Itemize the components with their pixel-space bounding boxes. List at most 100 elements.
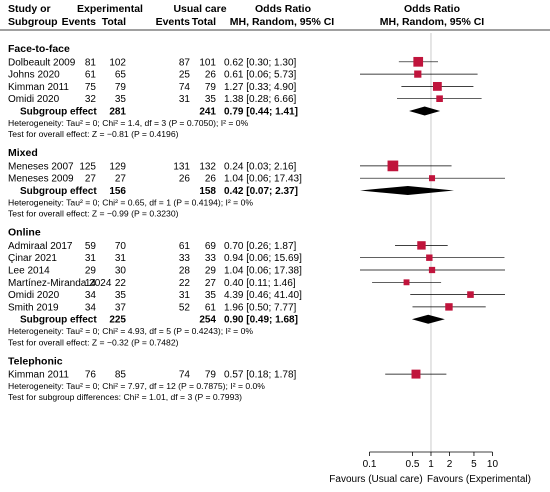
study-estimate-marker — [432, 81, 442, 91]
study-name: Smith 2019 — [8, 302, 59, 313]
overall-heterogeneity: Heterogeneity: Tau² = 0; Chi² = 7.97, df… — [8, 381, 265, 391]
exp-events: 32 — [85, 94, 97, 105]
or-column-method: MH, Random, 95% CI — [230, 16, 335, 28]
exp-total: 65 — [115, 70, 127, 81]
ctrl-total: 79 — [205, 370, 217, 381]
exp-events: 34 — [85, 290, 97, 301]
subgroup-exp-total: 281 — [109, 107, 126, 118]
exp-total-header: Total — [102, 16, 126, 28]
ctrl-events: 28 — [179, 266, 191, 277]
usual-care-group-label: Usual care — [173, 3, 226, 15]
ctrl-events: 25 — [179, 70, 191, 81]
study-name: Kimman 2011 — [8, 370, 69, 381]
ctrl-total: 132 — [199, 161, 216, 172]
exp-total: 129 — [109, 161, 126, 172]
exp-events: 125 — [79, 161, 96, 172]
subgroup-effect-or: 0.79 [0.44; 1.41] — [224, 107, 298, 118]
exp-events: 27 — [85, 174, 97, 185]
odds-ratio-ci: 4.39 [0.46; 41.40] — [224, 290, 302, 301]
odds-ratio-ci: 0.40 [0.11; 1.46] — [224, 278, 296, 289]
exp-events: 14 — [85, 278, 97, 289]
study-name: Lee 2014 — [8, 266, 50, 277]
study-estimate-marker — [445, 303, 453, 311]
plot-title: Odds Ratio — [404, 3, 460, 15]
study-name: Martínez-Miranda 2024 — [8, 278, 112, 289]
exp-total: 31 — [115, 253, 127, 264]
subgroup-effect-or: 0.90 [0.49; 1.68] — [224, 315, 298, 326]
subgroup-effect-diamond — [360, 186, 455, 195]
study-name: Meneses 2009 — [8, 174, 74, 185]
favours-right-label: Favours (Experimental) — [427, 474, 531, 485]
subgroup-differences-test: Test for subgroup differences: Chi² = 1.… — [8, 392, 242, 402]
study-name: Dolbeault 2009 — [8, 57, 76, 68]
subgroup-overall-test: Test for overall effect: Z = −0.99 (P = … — [8, 209, 179, 219]
study-estimate-marker — [414, 70, 422, 78]
subgroup-effect-label: Subgroup effect — [20, 107, 97, 118]
ctrl-total: 29 — [205, 266, 217, 277]
exp-events: 81 — [85, 57, 97, 68]
exp-total: 35 — [115, 94, 127, 105]
exp-total: 70 — [115, 241, 127, 252]
subgroup-name: Telephonic — [8, 355, 63, 367]
ctrl-total-header: Total — [192, 16, 216, 28]
odds-ratio-ci: 0.57 [0.18; 1.78] — [224, 370, 297, 381]
subgroup-effect-diamond — [409, 106, 441, 116]
x-axis-tick-label: 5 — [471, 459, 477, 470]
subgroup-name: Mixed — [8, 147, 38, 159]
favours-left-label: Favours (Usual care) — [329, 474, 422, 485]
study-name: Çinar 2021 — [8, 253, 57, 264]
study-estimate-marker — [403, 279, 410, 286]
exp-events: 59 — [85, 241, 97, 252]
subgroup-name: Face-to-face — [8, 43, 70, 55]
ctrl-events: 87 — [179, 57, 191, 68]
ctrl-events: 33 — [179, 253, 191, 264]
odds-ratio-ci: 0.24 [0.03; 2.16] — [224, 161, 297, 172]
odds-ratio-ci: 1.04 [0.06; 17.38] — [224, 266, 302, 277]
ctrl-events-header: Events — [156, 16, 191, 28]
study-name: Kimman 2011 — [8, 82, 69, 93]
study-name: Meneses 2007 — [8, 161, 74, 172]
ctrl-events: 31 — [179, 290, 191, 301]
ctrl-total: 61 — [205, 302, 217, 313]
study-estimate-marker — [387, 160, 399, 172]
study-estimate-marker — [436, 95, 443, 103]
ctrl-total: 35 — [205, 94, 217, 105]
x-axis-tick-label: 10 — [487, 459, 499, 470]
exp-total: 22 — [115, 278, 127, 289]
study-estimate-marker — [411, 369, 421, 379]
exp-events: 34 — [85, 302, 97, 313]
ctrl-total: 35 — [205, 290, 217, 301]
ctrl-events: 52 — [179, 302, 191, 313]
study-name: Johns 2020 — [8, 70, 60, 81]
subgroup-effect-diamond — [411, 314, 445, 324]
subgroup-ctrl-total: 158 — [199, 186, 216, 197]
exp-events-header: Events — [62, 16, 97, 28]
subgroup-effect-label: Subgroup effect — [20, 315, 97, 326]
study-estimate-marker — [428, 266, 436, 274]
exp-total: 79 — [115, 82, 127, 93]
study-name: Omidi 2020 — [8, 290, 60, 301]
plot-method: MH, Random, 95% CI — [380, 16, 485, 28]
subgroup-overall-test: Test for overall effect: Z = −0.81 (P = … — [8, 129, 179, 139]
ctrl-events: 61 — [179, 241, 191, 252]
ctrl-events: 31 — [179, 94, 191, 105]
exp-total: 85 — [115, 370, 127, 381]
subgroup-exp-total: 156 — [109, 186, 126, 197]
ctrl-events: 26 — [179, 174, 191, 185]
experimental-group-label: Experimental — [77, 3, 143, 15]
exp-events: 76 — [85, 370, 97, 381]
study-name: Admiraal 2017 — [8, 241, 73, 252]
ctrl-events: 131 — [173, 161, 190, 172]
study-estimate-marker — [417, 241, 426, 250]
exp-total: 37 — [115, 302, 127, 313]
odds-ratio-ci: 0.70 [0.26; 1.87] — [224, 241, 297, 252]
exp-events: 61 — [85, 70, 97, 81]
exp-total: 102 — [109, 57, 126, 68]
study-estimate-marker — [429, 175, 436, 182]
subgroup-overall-test: Test for overall effect: Z = −0.32 (P = … — [8, 337, 179, 347]
exp-total: 35 — [115, 290, 127, 301]
ctrl-total: 26 — [205, 70, 217, 81]
study-estimate-marker — [426, 254, 433, 261]
ctrl-events: 22 — [179, 278, 191, 289]
